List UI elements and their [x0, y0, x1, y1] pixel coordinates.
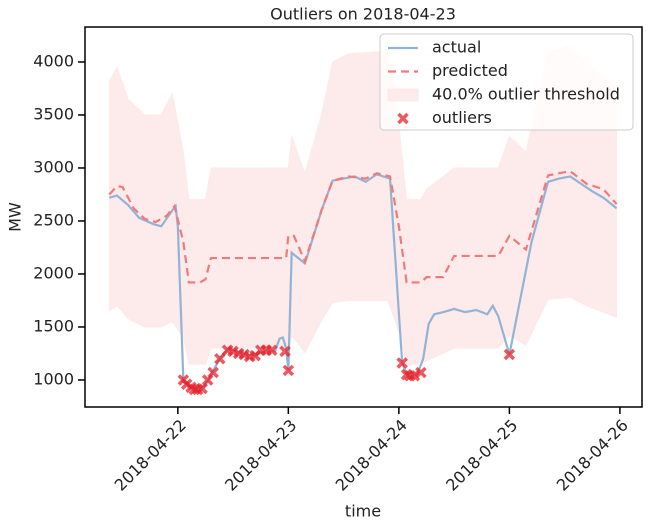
y-tick-label: 1000	[33, 369, 74, 388]
legend-label: outliers	[432, 108, 492, 127]
y-axis-label: MW	[6, 202, 25, 232]
outlier-marker	[196, 382, 208, 395]
chart-title: Outliers on 2018-04-23	[270, 5, 456, 24]
outlier-marker	[415, 366, 427, 379]
outlier-marker	[396, 357, 408, 369]
legend-label: actual	[432, 38, 481, 57]
legend-box	[379, 33, 634, 131]
predicted-line	[108, 169, 618, 284]
y-tick-label: 1500	[33, 316, 74, 335]
y-tick-label: 3500	[33, 104, 74, 123]
x-tick-label: 2018-04-25	[442, 416, 521, 495]
x-tick-label: 2018-04-23	[221, 416, 300, 495]
x-tick-label: 2018-04-22	[111, 416, 190, 495]
y-tick-label: 4000	[33, 51, 74, 70]
legend-swatch	[397, 112, 409, 125]
y-tick-label: 3000	[33, 157, 74, 176]
y-tick-label: 2000	[33, 263, 74, 282]
outlier-marker	[207, 366, 219, 379]
outlier-marker	[503, 348, 516, 361]
outlier-marker	[282, 364, 295, 377]
legend-swatch	[387, 88, 419, 102]
outlier-marker	[266, 344, 278, 357]
outlier-marker	[279, 345, 291, 358]
x-tick-label: 2018-04-24	[332, 416, 411, 495]
threshold-band	[108, 45, 618, 365]
plot-frame	[84, 26, 643, 408]
x-axis-label: time	[345, 502, 381, 521]
outlier-marker	[408, 369, 421, 382]
y-tick-label: 2500	[33, 210, 74, 229]
outlier-marker	[214, 353, 226, 365]
legend-label: predicted	[432, 61, 508, 80]
legend-label: 40.0% outlier threshold	[432, 85, 620, 104]
x-tick-label: 2018-04-26	[553, 416, 632, 495]
